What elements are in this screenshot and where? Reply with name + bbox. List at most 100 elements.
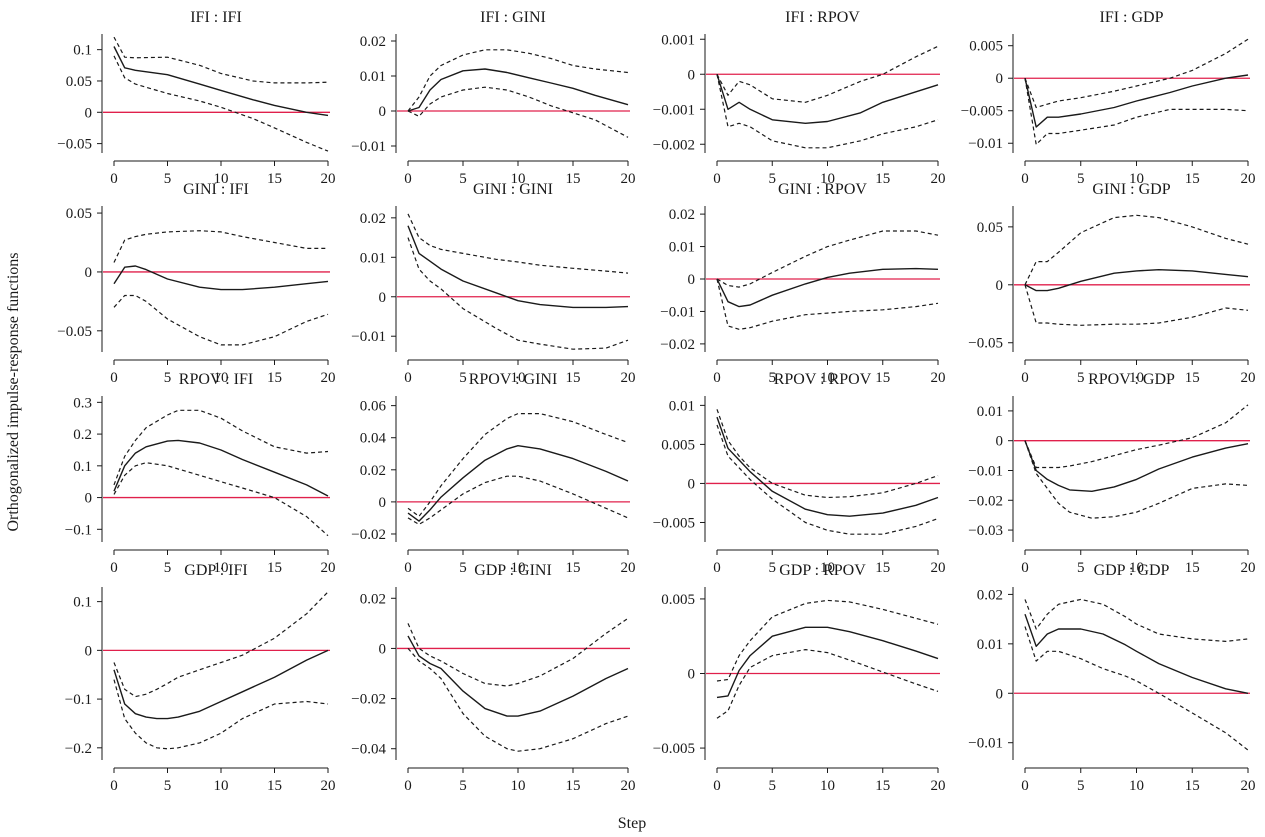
y-tick-label: 0.1 [73, 459, 92, 475]
y-tick-label: −0.01 [351, 329, 386, 345]
y-tick-label: 0 [85, 643, 93, 659]
x-tick-label: 0 [404, 171, 412, 187]
x-tick-label: 5 [164, 370, 172, 386]
x-tick-label: 0 [404, 560, 412, 576]
x-tick-label: 15 [875, 171, 890, 187]
y-tick-label: 0.05 [66, 206, 92, 222]
x-tick-label: 20 [321, 171, 336, 187]
x-tick-label: 20 [1241, 778, 1256, 794]
y-tick-label: 0 [379, 290, 387, 306]
ci-upper-line [113, 36, 329, 84]
panel-title: RPOV : GINI [469, 371, 558, 388]
x-tick-label: 15 [1185, 171, 1200, 187]
x-tick-label: 20 [1241, 171, 1256, 187]
x-tick-label: 15 [1185, 778, 1200, 794]
y-tick-label: 0 [85, 491, 93, 507]
ci-upper-line [113, 409, 329, 486]
y-tick-label: −0.1 [65, 522, 92, 538]
y-tick-label: 0 [688, 272, 696, 288]
x-tick-label: 5 [1077, 171, 1085, 187]
y-tick-label: 0.01 [360, 69, 386, 85]
x-tick-label: 10 [1129, 560, 1144, 576]
panel-title: IFI : RPOV [785, 9, 860, 26]
ci-upper-line [716, 230, 939, 288]
ci-upper-line [407, 213, 629, 274]
irf-panel: GDP : IFI 0.1 0 −0.1 −0.2 0 5 10 15 20 [65, 562, 336, 794]
y-tick-label: −0.005 [961, 104, 1003, 120]
y-tick-label: −0.01 [968, 463, 1003, 479]
y-tick-label: −0.02 [660, 337, 695, 353]
panel-title: IFI : IFI [190, 9, 242, 26]
irf-panel: RPOV : GDP 0.01 0 −0.01 −0.02 −0.03 0 5 10 15 20 [968, 371, 1255, 576]
y-tick-label: −0.05 [968, 336, 1003, 352]
ci-lower-line [716, 424, 939, 535]
x-tick-label: 15 [1185, 370, 1200, 386]
ci-lower-line [407, 237, 629, 350]
irf-line [407, 225, 629, 309]
panel-title: RPOV : RPOV [774, 371, 872, 388]
irf-panel: RPOV : IFI 0.3 0.2 0.1 0 −0.1 0 5 10 15 20 [65, 371, 336, 576]
irf-panel: GINI : RPOV 0.02 0.01 0 −0.01 −0.02 0 5 10 15 20 [660, 181, 945, 386]
ci-lower-line [1024, 626, 1249, 751]
y-tick-label: 0.05 [66, 74, 92, 90]
x-tick-label: 0 [110, 171, 118, 187]
y-tick-label: −0.01 [351, 139, 386, 155]
x-tick-label: 10 [820, 778, 835, 794]
x-tick-label: 0 [110, 560, 118, 576]
x-tick-label: 5 [1077, 560, 1085, 576]
irf-line [716, 416, 939, 517]
irf-panel: GINI : IFI 0.05 0 −0.05 0 5 10 15 20 [57, 181, 335, 386]
y-tick-label: 0.04 [360, 431, 387, 447]
panel-title: GDP : GINI [474, 562, 552, 579]
ci-lower-line [1024, 284, 1249, 326]
x-tick-label: 0 [713, 778, 721, 794]
ci-upper-line [407, 49, 629, 112]
irf-line [113, 439, 329, 497]
ci-upper-line [407, 617, 629, 687]
x-tick-label: 20 [621, 778, 636, 794]
ci-lower-line [716, 648, 939, 719]
x-tick-label: 15 [875, 778, 890, 794]
y-tick-label: −0.2 [65, 741, 92, 757]
y-tick-label: 0.02 [360, 463, 386, 479]
irf-panel: GDP : GDP 0.02 0.01 0 −0.01 0 5 10 15 20 [968, 562, 1255, 794]
panel-title: GINI : GINI [473, 181, 553, 198]
y-tick-label: 0.02 [669, 207, 695, 223]
y-tick-label: 0 [85, 265, 93, 281]
x-tick-label: 10 [820, 370, 835, 386]
y-tick-label: 0 [85, 105, 93, 121]
ci-lower-line [113, 462, 329, 537]
panel-title: GINI : IFI [183, 181, 249, 198]
x-tick-label: 20 [931, 171, 946, 187]
y-tick-label: −0.001 [653, 102, 695, 118]
x-tick-label: 10 [511, 370, 526, 386]
x-tick-label: 15 [875, 560, 890, 576]
ci-lower-line [113, 294, 329, 346]
irf-line [1024, 269, 1249, 292]
irf-line [1024, 74, 1249, 128]
x-tick-label: 0 [1021, 778, 1029, 794]
x-tick-label: 15 [267, 560, 282, 576]
x-tick-label: 20 [931, 370, 946, 386]
x-tick-label: 5 [459, 560, 467, 576]
irf-line [407, 68, 629, 112]
x-tick-label: 0 [713, 370, 721, 386]
x-tick-label: 15 [267, 370, 282, 386]
y-tick-label: 0 [688, 67, 696, 83]
panel-title: GDP : RPOV [779, 562, 866, 579]
y-tick-label: 0.01 [360, 250, 386, 266]
ci-lower-line [1024, 440, 1249, 519]
ci-upper-line [113, 230, 328, 263]
y-tick-label: 0.02 [360, 211, 386, 227]
y-tick-label: 0.1 [73, 43, 92, 59]
y-tick-label: 0 [996, 278, 1004, 294]
irf-line [113, 265, 329, 291]
ci-upper-line [716, 599, 939, 682]
irf-panel: IFI : RPOV 0.001 0 −0.001 −0.002 0 5 10 15 20 [653, 9, 946, 187]
irf-panel: GDP : RPOV 0.005 0 −0.005 0 5 10 15 20 [653, 562, 946, 794]
x-tick-label: 10 [1129, 171, 1144, 187]
x-tick-label: 5 [1077, 778, 1085, 794]
ci-upper-line [1024, 404, 1249, 469]
y-tick-label: 0 [688, 667, 696, 683]
